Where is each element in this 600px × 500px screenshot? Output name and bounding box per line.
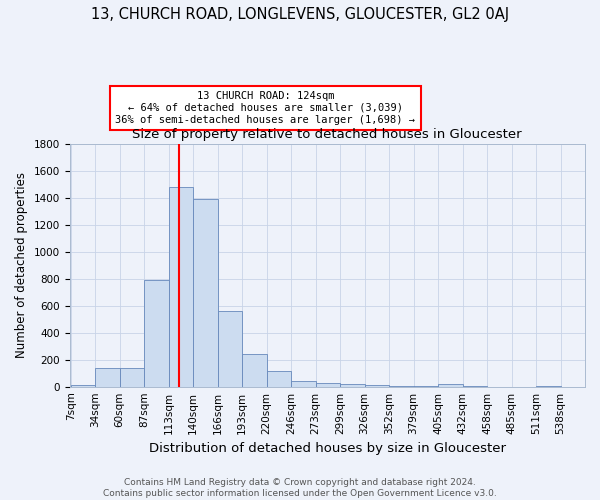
- Bar: [291, 380, 316, 386]
- Bar: [242, 354, 266, 386]
- Bar: [340, 384, 365, 386]
- Bar: [120, 368, 144, 386]
- Title: Size of property relative to detached houses in Gloucester: Size of property relative to detached ho…: [133, 128, 522, 141]
- Text: 13, CHURCH ROAD, LONGLEVENS, GLOUCESTER, GL2 0AJ: 13, CHURCH ROAD, LONGLEVENS, GLOUCESTER,…: [91, 8, 509, 22]
- Bar: [316, 384, 340, 386]
- Text: Contains HM Land Registry data © Crown copyright and database right 2024.
Contai: Contains HM Land Registry data © Crown c…: [103, 478, 497, 498]
- Bar: [438, 384, 463, 386]
- Bar: [193, 200, 218, 386]
- Bar: [169, 187, 193, 386]
- Bar: [365, 384, 389, 386]
- X-axis label: Distribution of detached houses by size in Gloucester: Distribution of detached houses by size …: [149, 442, 506, 455]
- Y-axis label: Number of detached properties: Number of detached properties: [15, 172, 28, 358]
- Bar: [95, 368, 120, 386]
- Text: 13 CHURCH ROAD: 124sqm
← 64% of detached houses are smaller (3,039)
36% of semi-: 13 CHURCH ROAD: 124sqm ← 64% of detached…: [115, 92, 415, 124]
- Bar: [266, 370, 291, 386]
- Bar: [218, 310, 242, 386]
- Bar: [144, 280, 169, 386]
